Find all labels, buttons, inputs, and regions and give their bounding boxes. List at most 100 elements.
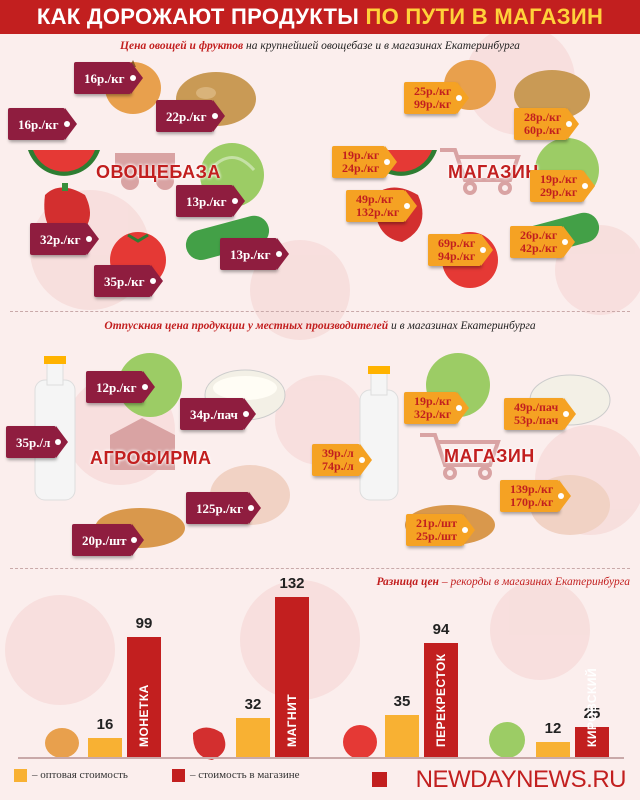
store-label-2: МАГАЗИН (444, 446, 535, 466)
price-tag-milk-farm: 35р./л (6, 426, 69, 458)
shopping-cart-icon (440, 148, 521, 195)
price-retail: 132р./кг (356, 205, 400, 219)
section1-subtitle-rest: на крупнейшей овощебазе и в магазинах Ек… (243, 40, 520, 52)
value-label-wholesale-1: 16 (96, 715, 114, 733)
price-wholesale: 69р./кг (438, 236, 476, 250)
bar-store-1 (127, 637, 161, 757)
price-wholesale: 139р./кг (510, 482, 554, 496)
price-tag-onion-store: 25р./кг 99р./кг (404, 82, 470, 114)
agrofirm-label: АГРОФИРМА (90, 448, 212, 468)
price-wholesale: 21р./шт (416, 516, 458, 530)
price-tag-chicken-farm: 125р./кг (186, 492, 261, 524)
price-tag-cabbage-store: 19р./кг 29р./кг (530, 170, 596, 202)
section1-subtitle: Цена овощей и фруктов на крупнейшей овощ… (0, 40, 640, 52)
tractor-icon (115, 153, 175, 190)
bar-store-2 (275, 597, 309, 757)
price-retail: 42р./кг (520, 241, 558, 255)
price-wholesale: 49р./кг (356, 192, 394, 206)
price-text: 16р./кг (18, 116, 59, 132)
price-text: 34р./пач (190, 406, 238, 422)
legend-label-wholesale: – оптовая стоимость (32, 769, 128, 781)
brand-logo: NEWDAYNEWS.RU (415, 766, 627, 793)
price-wholesale: 49р./пач (514, 400, 559, 414)
onion-icon (45, 728, 79, 758)
price-text: 20р./шт (82, 532, 127, 548)
bar-wholesale-4 (536, 742, 570, 757)
price-tag-cucumber-store: 26р./кг 42р./кг (510, 226, 576, 258)
bar-wholesale-1 (88, 737, 122, 757)
price-tag-pepper-base: 32р./кг (30, 223, 98, 255)
legend-swatch-wholesale (14, 769, 27, 782)
bar-wholesale-3 (385, 714, 419, 757)
price-text: 35р./кг (104, 273, 145, 289)
price-retail: 170р./кг (510, 495, 554, 509)
farm-building-icon (110, 418, 175, 470)
section-divider (10, 311, 630, 312)
legend-swatch-store (172, 769, 185, 782)
price-text: 22р./кг (166, 108, 207, 124)
value-label-store-2: 132 (279, 575, 305, 592)
potato-icon (514, 70, 590, 120)
title-part-1: КАК ДОРОЖАЮТ ПРОДУКТЫ (36, 4, 366, 29)
vegetables-left-illustration (28, 60, 270, 288)
price-text: 125р./кг (196, 500, 243, 516)
price-text: 32р./кг (40, 231, 81, 247)
milk-bottle-icon (359, 366, 399, 501)
brand-logo-square (372, 772, 387, 787)
shopping-cart-icon (420, 433, 501, 480)
price-wholesale: 19р./кг (342, 148, 380, 162)
price-retail: 99р./кг (414, 97, 452, 111)
section1-subtitle-red: Цена овощей и фруктов (120, 40, 244, 52)
price-tag-onion-base: 16р./кг (74, 62, 142, 94)
value-label-store-4: 25 (583, 704, 601, 722)
price-tag-tomato-store: 69р./кг 94р./кг (428, 234, 494, 266)
price-tag-sourcream-farm: 34р./пач (180, 398, 256, 430)
value-label-wholesale-2: 32 (244, 696, 262, 714)
price-tag-bread-store: 21р./шт 25р./шт (406, 514, 476, 546)
price-tag-watermelon-store: 19р./кг 24р./кг (332, 146, 398, 178)
price-wholesale: 26р./кг (520, 228, 558, 242)
price-wholesale: 25р./кг (414, 84, 452, 98)
price-wholesale: 19р./кг (414, 394, 452, 408)
price-retail: 32р./кг (414, 407, 452, 421)
price-retail: 25р./шт (416, 529, 458, 543)
price-tag-cabbage-base: 13р./кг (176, 185, 244, 217)
price-wholesale: 39р./л (322, 446, 354, 460)
price-retail: 94р./кг (438, 249, 476, 263)
price-tag-cabbage-farm: 12р./кг (86, 371, 154, 403)
cabbage-icon (489, 722, 525, 758)
price-tag-potato-base: 22р./кг (156, 100, 224, 132)
price-tag-bread-farm: 20р./шт (72, 524, 146, 556)
price-tag-chicken-store: 139р./кг 170р./кг (500, 480, 572, 512)
price-tag-pepper-store: 49р./кг 132р./кг (346, 190, 418, 222)
watermelon-icon (28, 150, 100, 176)
price-text: 12р./кг (96, 379, 137, 395)
price-retail: 29р./кг (540, 185, 578, 199)
value-label-wholesale-3: 35 (393, 692, 411, 710)
vegetable-base-label: ОВОЩЕБАЗА (96, 162, 221, 182)
value-label-store-3: 94 (432, 621, 450, 639)
section3-subtitle-red: Разница цен (376, 576, 439, 588)
section3-subtitle: Разница цен – рекорды в магазинах Екатер… (300, 576, 630, 588)
bar-store-4 (575, 726, 609, 757)
page-title: КАК ДОРОЖАЮТ ПРОДУКТЫ ПО ПУТИ В МАГАЗИН (0, 0, 640, 34)
price-tag-sourcream-store: 49р./пач 53р./пач (504, 398, 577, 430)
pepper-icon (192, 727, 226, 760)
price-tag-tomato-base: 35р./кг (94, 265, 162, 297)
price-text: 13р./кг (230, 246, 271, 262)
price-retail: 53р./пач (514, 413, 559, 427)
chart-baseline (18, 757, 624, 759)
section2-subtitle-red: Отпускная цена продукции у местных произ… (104, 320, 389, 332)
section-divider (10, 568, 630, 569)
price-text: 35р./л (16, 434, 51, 450)
price-retail: 60р./кг (524, 123, 562, 137)
price-tag-milk-store: 39р./л 74р./л (312, 444, 372, 476)
value-label-wholesale-4: 12 (544, 720, 562, 738)
price-wholesale: 28р./кг (524, 110, 562, 124)
price-tag-potato-store: 28р./кг 60р./кг (514, 108, 580, 140)
value-label-store-1: 99 (135, 615, 153, 632)
tomato-icon (343, 725, 377, 759)
cucumber-icon (185, 215, 270, 260)
section2-subtitle: Отпускная цена продукции у местных произ… (0, 320, 640, 332)
title-part-2: ПО ПУТИ В МАГАЗИН (365, 4, 604, 29)
